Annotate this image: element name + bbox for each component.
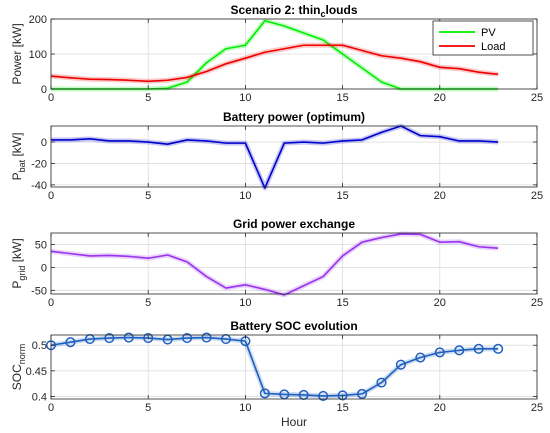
y-tick-label: 0.4 [32,391,47,403]
legend-entry-load: Load [481,41,505,53]
y-tick-label: 0.45 [26,366,47,378]
y-tick-label: 200 [29,14,47,26]
data-point [376,377,387,388]
data-point [259,388,270,399]
x-tick-label: 0 [48,92,54,104]
x-tick-label: 25 [531,92,543,104]
legend-entry-pv: PV [481,27,496,39]
chart-panel-2: 0 5 10 15 20 25 -40 -20 0 Battery power (optimum)… [10,110,543,202]
y-axis-label: Pgrid [kW] [10,238,27,288]
x-tick-label: 25 [531,402,543,414]
axes-box [50,232,538,295]
x-axis-label: Hour [281,415,307,429]
y-tick-label: 0 [41,262,47,274]
y-tick-label: 0 [41,137,47,149]
chart-title: Battery SOC evolution [230,319,357,333]
chart-title: Scenario 2: thinclouds [230,3,357,19]
chart-title: Battery power (optimum) [223,110,365,124]
data-point [473,343,484,354]
plot-area [51,126,537,187]
data-point [454,345,465,356]
data-point [143,333,154,344]
x-tick-label: 10 [239,190,251,202]
series-line-load [50,44,499,83]
y-tick-label: -50 [31,285,47,297]
x-tick-label: 15 [336,297,348,309]
x-tick-label: 5 [145,297,151,309]
y-tick-label: 50 [35,239,47,251]
x-tick-label: 10 [239,402,251,414]
data-point [123,332,134,343]
x-tick-label: 0 [48,297,54,309]
y-tick-label: 100 [29,49,47,61]
x-tick-label: 10 [239,92,251,104]
x-tick-label: 25 [531,297,543,309]
data-point [337,390,348,401]
data-point [395,359,406,370]
data-point [65,337,76,348]
y-tick-label: 0.5 [32,340,47,352]
legend-box [432,20,534,56]
data-point [415,352,426,363]
x-tick-label: 0 [48,190,54,202]
x-tick-label: 25 [531,190,543,202]
x-tick-label: 20 [434,402,446,414]
x-tick-label: 20 [434,190,446,202]
y-axis-label: Power [kW] [10,23,24,84]
x-tick-label: 20 [434,297,446,309]
plot-area [51,335,537,399]
x-tick-label: 15 [336,92,348,104]
x-tick-label: 10 [239,297,251,309]
y-tick-label: 0 [41,84,47,96]
plot-area [51,233,537,294]
y-axis-label: SOCnorm [10,344,27,391]
x-tick-label: 20 [434,92,446,104]
chart-panel-1: 0 5 10 15 20 25 0 100 200 Scenario 2: thinclouds P… [10,3,543,104]
chart-panel-4: 0 5 10 15 20 25 0.4 0.45 0.5 Battery SOC evolutio… [10,319,543,429]
series-line-1 [51,125,499,189]
x-tick-label: 15 [336,190,348,202]
x-tick-label: 5 [145,402,151,414]
series-line-1 [50,233,499,296]
axes-box [50,125,538,188]
axes-box [50,334,538,400]
data-point [182,333,193,344]
chart-title: Grid power exchange [233,217,355,231]
data-point [318,390,329,401]
legend: PV Load [432,20,534,56]
x-tick-label: 0 [48,402,54,414]
data-point [201,332,212,343]
y-tick-label: -40 [31,180,47,192]
data-point [493,343,504,354]
x-tick-label: 5 [145,92,151,104]
x-tick-label: 15 [336,402,348,414]
y-axis-label: Pbat [kW] [10,133,27,181]
data-point [356,388,368,399]
data-point [104,333,115,344]
x-tick-label: 5 [145,190,151,202]
y-tick-label: -20 [31,158,47,170]
data-point [434,347,445,358]
series-line-1 [50,336,499,397]
